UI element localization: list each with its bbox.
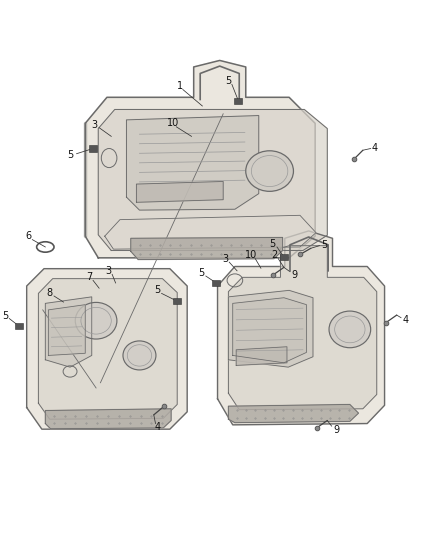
Text: 5: 5 — [269, 238, 276, 248]
Text: 5: 5 — [2, 311, 8, 320]
Ellipse shape — [329, 311, 371, 348]
Text: 10: 10 — [167, 118, 179, 128]
Text: 5: 5 — [198, 268, 205, 278]
Text: 10: 10 — [245, 250, 258, 260]
Ellipse shape — [123, 341, 156, 370]
Polygon shape — [131, 237, 283, 260]
Text: 3: 3 — [223, 254, 228, 264]
Bar — [234, 98, 242, 104]
Polygon shape — [228, 405, 359, 423]
Text: 4: 4 — [403, 316, 409, 325]
Bar — [280, 254, 288, 260]
Polygon shape — [27, 269, 187, 429]
Polygon shape — [233, 298, 307, 363]
Text: 5: 5 — [225, 76, 232, 86]
Text: 5: 5 — [321, 240, 327, 250]
Text: 5: 5 — [154, 285, 160, 295]
Text: 3: 3 — [106, 266, 112, 276]
Polygon shape — [98, 109, 327, 251]
Bar — [173, 298, 181, 304]
Text: 2: 2 — [271, 250, 278, 260]
Text: 4: 4 — [154, 422, 160, 432]
Polygon shape — [45, 409, 171, 429]
Bar — [15, 324, 23, 329]
Polygon shape — [136, 181, 223, 203]
Bar — [212, 280, 220, 286]
Text: 1: 1 — [177, 81, 183, 91]
Polygon shape — [45, 297, 92, 367]
Polygon shape — [85, 60, 315, 258]
Bar — [89, 146, 97, 151]
Text: 7: 7 — [86, 272, 93, 282]
Ellipse shape — [75, 302, 117, 339]
Polygon shape — [39, 279, 177, 419]
Polygon shape — [218, 231, 385, 425]
Text: 3: 3 — [91, 120, 97, 130]
Text: 5: 5 — [67, 150, 73, 159]
Polygon shape — [228, 246, 377, 410]
Ellipse shape — [246, 151, 293, 191]
Text: 6: 6 — [25, 231, 31, 241]
Text: 9: 9 — [333, 425, 339, 434]
Text: 8: 8 — [46, 288, 53, 298]
Polygon shape — [105, 215, 316, 249]
Text: 4: 4 — [372, 143, 378, 152]
Polygon shape — [236, 347, 287, 366]
Polygon shape — [48, 305, 85, 356]
Polygon shape — [127, 116, 259, 210]
Polygon shape — [228, 290, 313, 367]
Text: 9: 9 — [291, 270, 297, 280]
